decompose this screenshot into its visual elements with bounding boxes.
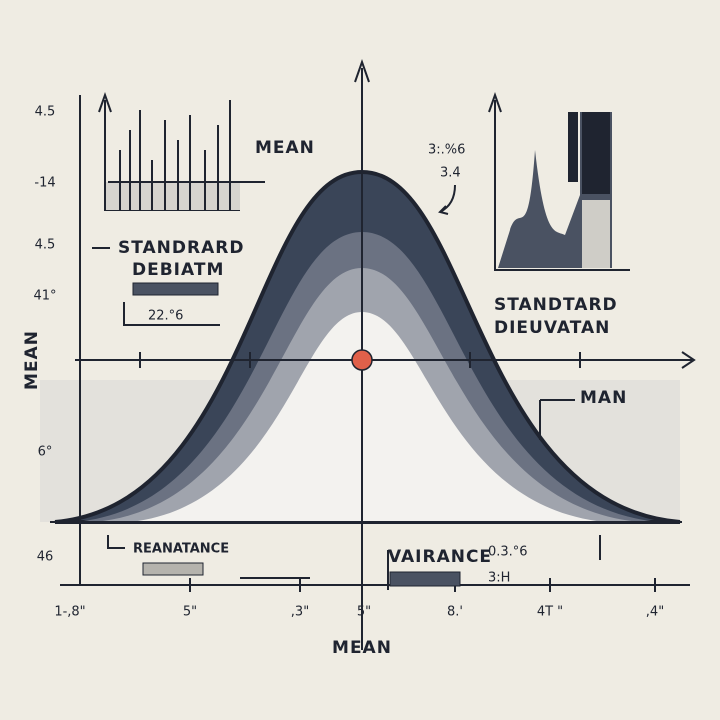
bell-inner — [130, 312, 605, 522]
left-label: 41° — [33, 289, 56, 304]
bottom-label: 5" — [357, 605, 371, 620]
bottom-label: 5" — [183, 605, 197, 620]
left-label: -14 — [34, 176, 55, 191]
bottom-label: 1-,8" — [54, 605, 85, 620]
annotation: 3:H — [488, 571, 510, 586]
annotation: DEBIATM — [132, 260, 224, 280]
left-axis-title: MEAN — [22, 330, 42, 390]
bottom-axis-title: MEAN — [332, 638, 392, 658]
arrow — [354, 58, 370, 83]
arrow — [681, 351, 696, 369]
left-label: 4.5 — [35, 105, 56, 120]
bar-swatch — [142, 562, 204, 576]
annotation: DIEUVATAN — [494, 318, 610, 338]
annotation: 3.4 — [440, 166, 461, 181]
mini-chart-left — [98, 91, 265, 211]
annotation: MAN — [580, 388, 627, 408]
bar-swatch — [132, 282, 219, 296]
left-label: 6° — [38, 445, 53, 460]
leaders — [92, 247, 601, 590]
left-label: 46 — [37, 550, 54, 565]
mean-dot — [351, 349, 373, 371]
bottom-label: ,4" — [646, 605, 664, 620]
annotation: 22.°6 — [148, 309, 183, 324]
mini-chart-right — [488, 91, 630, 271]
annotation: 0.3.°6 — [488, 545, 528, 560]
bottom-label: ,3" — [291, 605, 309, 620]
annotation: MEAN — [255, 138, 315, 158]
pointer — [438, 184, 456, 215]
left-label: 4.5 — [35, 238, 56, 253]
bar-swatch — [389, 571, 461, 587]
bottom-label: 8.' — [447, 605, 463, 620]
annotation: VAIRANCE — [388, 547, 492, 567]
bottom-label: 4T " — [537, 605, 563, 620]
annotation: STANDRARD — [118, 238, 244, 258]
annotation: STANDTARD — [494, 295, 618, 315]
annotation: 3:.%6 — [428, 143, 465, 158]
annotation: REANATANCE — [133, 542, 229, 557]
